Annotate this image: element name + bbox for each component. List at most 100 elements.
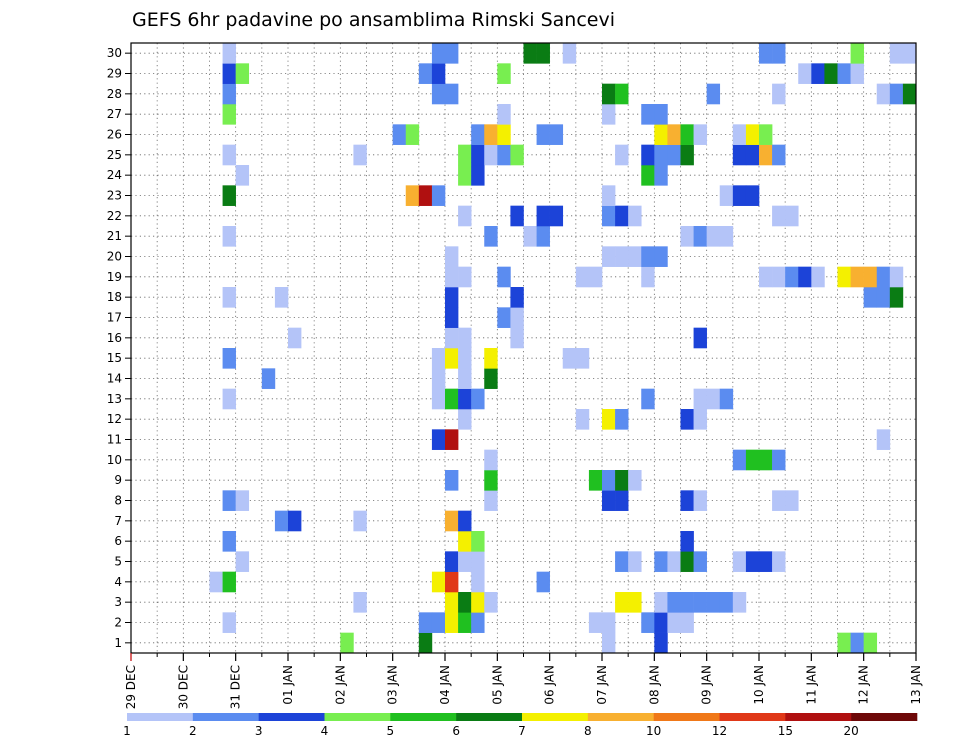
- colorbar-swatch: [192, 713, 259, 721]
- heatmap-cell: [209, 571, 223, 593]
- heatmap-cell: [628, 551, 642, 572]
- heatmap-cell: [615, 490, 629, 511]
- heatmap-cell: [575, 266, 590, 288]
- heatmap-cell: [706, 83, 721, 105]
- heatmap-cell: [274, 287, 289, 308]
- heatmap-cell: [484, 226, 498, 247]
- heatmap-cell: [772, 266, 786, 288]
- colorbar-label: 5: [387, 724, 395, 738]
- x-tick-label: 08 JAN: [647, 665, 661, 705]
- colorbar-swatch: [587, 713, 654, 721]
- heatmap-cell: [445, 348, 459, 369]
- heatmap-cell: [680, 531, 694, 552]
- x-tick-label: 05 JAN: [490, 665, 504, 705]
- heatmap-cell: [471, 165, 485, 186]
- heatmap-cell: [641, 612, 655, 633]
- colorbar-label: 12: [712, 724, 727, 738]
- heatmap-cell: [445, 266, 459, 288]
- heatmap-cell: [654, 632, 668, 654]
- heatmap-cell: [602, 104, 616, 125]
- heatmap-cell: [772, 490, 786, 511]
- y-tick-label: 29: [107, 67, 122, 81]
- y-tick-label: 11: [107, 433, 122, 447]
- heatmap-cell: [693, 327, 707, 349]
- y-tick-label: 17: [107, 311, 122, 325]
- heatmap-cell: [458, 551, 472, 572]
- heatmap-cell: [772, 43, 786, 64]
- colorbar-swatch: [127, 713, 194, 721]
- heatmap-cell: [785, 205, 799, 227]
- heatmap-cell: [510, 205, 524, 227]
- x-tick-label: 13 JAN: [909, 665, 923, 705]
- heatmap-cell: [759, 266, 773, 288]
- heatmap-cell: [615, 83, 629, 105]
- heatmap-cell: [785, 266, 799, 288]
- y-tick-label: 23: [107, 189, 122, 203]
- y-tick-label: 20: [107, 250, 122, 264]
- heatmap-cell: [222, 144, 236, 166]
- heatmap-cell: [471, 531, 485, 552]
- heatmap-cell: [732, 185, 747, 206]
- heatmap-cell: [772, 144, 786, 166]
- heatmap-cell: [510, 327, 524, 349]
- heatmap-cell: [235, 165, 250, 186]
- heatmap-cell: [798, 63, 812, 84]
- heatmap-cell: [536, 205, 550, 227]
- y-tick-label: 24: [107, 168, 122, 182]
- heatmap-cell: [667, 612, 681, 633]
- heatmap-cell: [471, 388, 485, 410]
- y-tick-label: 7: [114, 514, 122, 528]
- y-tick-label: 26: [107, 128, 122, 142]
- x-tick-label: 09 JAN: [700, 665, 714, 705]
- colorbar-label: 1: [123, 724, 131, 738]
- heatmap-cell: [497, 63, 511, 84]
- heatmap-cell: [222, 612, 236, 633]
- y-tick-label: 4: [114, 575, 122, 589]
- heatmap-cell: [615, 470, 629, 491]
- colorbar-swatch: [390, 713, 457, 721]
- heatmap-cell: [876, 429, 891, 450]
- colorbar-label: 10: [646, 724, 661, 738]
- heatmap-cell: [484, 449, 498, 471]
- y-tick-label: 27: [107, 107, 122, 121]
- heatmap-cell: [445, 388, 459, 410]
- y-tick-label: 3: [114, 595, 122, 609]
- heatmap-cell: [641, 104, 655, 125]
- heatmap-cell: [680, 144, 694, 166]
- heatmap-cell: [235, 490, 250, 511]
- x-tick-label: 31 DEC: [229, 665, 243, 709]
- heatmap-cell: [837, 266, 851, 288]
- heatmap-cell: [602, 612, 616, 633]
- colorbar-label: 2: [189, 724, 197, 738]
- heatmap-cell: [418, 185, 433, 206]
- x-tick-label: 07 JAN: [595, 665, 609, 705]
- heatmap-cell: [798, 266, 812, 288]
- heatmap-cell: [680, 612, 694, 633]
- heatmap-cell: [654, 551, 668, 572]
- y-tick-label: 28: [107, 87, 122, 101]
- heatmap-cell: [641, 388, 655, 410]
- heatmap-cell: [222, 185, 236, 206]
- heatmap-cell: [562, 43, 577, 64]
- heatmap-cell: [732, 592, 747, 613]
- heatmap-cell: [484, 124, 498, 145]
- heatmap-cell: [628, 470, 642, 491]
- heatmap-cell: [680, 226, 694, 247]
- heatmap-cell: [889, 83, 904, 105]
- heatmap-cell: [602, 470, 616, 491]
- heatmap-cell: [497, 266, 511, 288]
- heatmap-cell: [602, 246, 616, 267]
- heatmap-cell: [654, 124, 668, 145]
- heatmap-cell: [641, 144, 655, 166]
- heatmap-cell: [510, 287, 524, 308]
- heatmap-cell: [785, 490, 799, 511]
- heatmap-cell: [759, 144, 773, 166]
- heatmap-cell: [889, 287, 904, 308]
- heatmap-cell: [889, 266, 904, 288]
- heatmap-cell: [484, 470, 498, 491]
- heatmap-cell: [732, 144, 747, 166]
- heatmap-cell: [863, 266, 878, 288]
- heatmap-cell: [667, 551, 681, 572]
- heatmap-cell: [274, 510, 289, 532]
- heatmap-cell: [405, 185, 420, 206]
